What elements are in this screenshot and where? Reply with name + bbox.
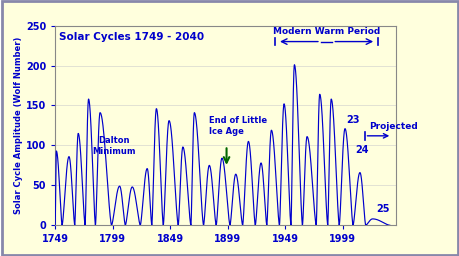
Text: Projected: Projected (368, 122, 417, 131)
Text: Solar Cycles 1749 - 2040: Solar Cycles 1749 - 2040 (58, 31, 203, 41)
Text: Dalton
Minimum: Dalton Minimum (92, 136, 135, 156)
Text: 25: 25 (375, 204, 389, 214)
Text: Modern Warm Period: Modern Warm Period (272, 27, 380, 36)
Y-axis label: Solar Cycle Amplitude (Wolf Number): Solar Cycle Amplitude (Wolf Number) (14, 37, 23, 214)
Text: 24: 24 (355, 145, 368, 155)
Text: End of Little
Ice Age: End of Little Ice Age (209, 116, 267, 136)
Text: 23: 23 (345, 115, 359, 125)
